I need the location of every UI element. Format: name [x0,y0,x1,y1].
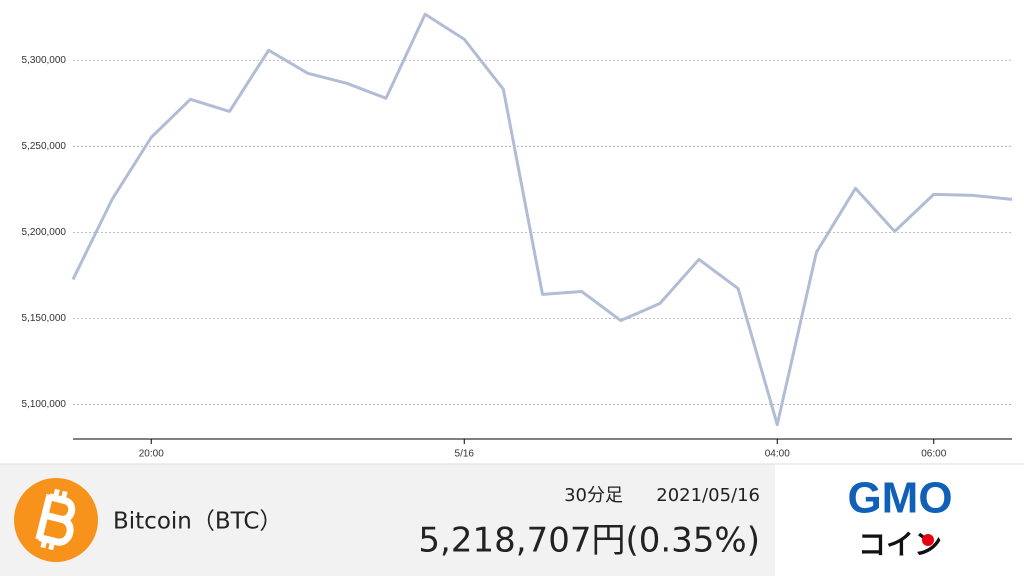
x-tick-label: 5/16 [455,449,475,460]
asset-name: Bitcoin（BTC） [113,509,282,535]
bitcoin-icon [14,478,98,562]
x-tick-label: 04:00 [765,449,790,460]
logo-brand: GMO [847,474,952,523]
interval: 30分足 [564,485,623,506]
y-tick-label: 5,250,000 [22,141,67,152]
y-tick-label: 5,150,000 [22,313,67,324]
price: 5,218,707円(0.35%) [418,521,760,561]
y-tick-label: 5,300,000 [22,55,67,66]
date: 2021/05/16 [656,485,760,506]
x-tick-label: 20:00 [139,449,164,460]
price-line [71,12,1013,427]
y-tick-label: 5,200,000 [22,227,67,238]
x-tick-label: 06:00 [921,449,946,460]
y-tick-label: 5,100,000 [22,399,67,410]
logo-dot [922,534,934,546]
info-panel [0,464,775,576]
